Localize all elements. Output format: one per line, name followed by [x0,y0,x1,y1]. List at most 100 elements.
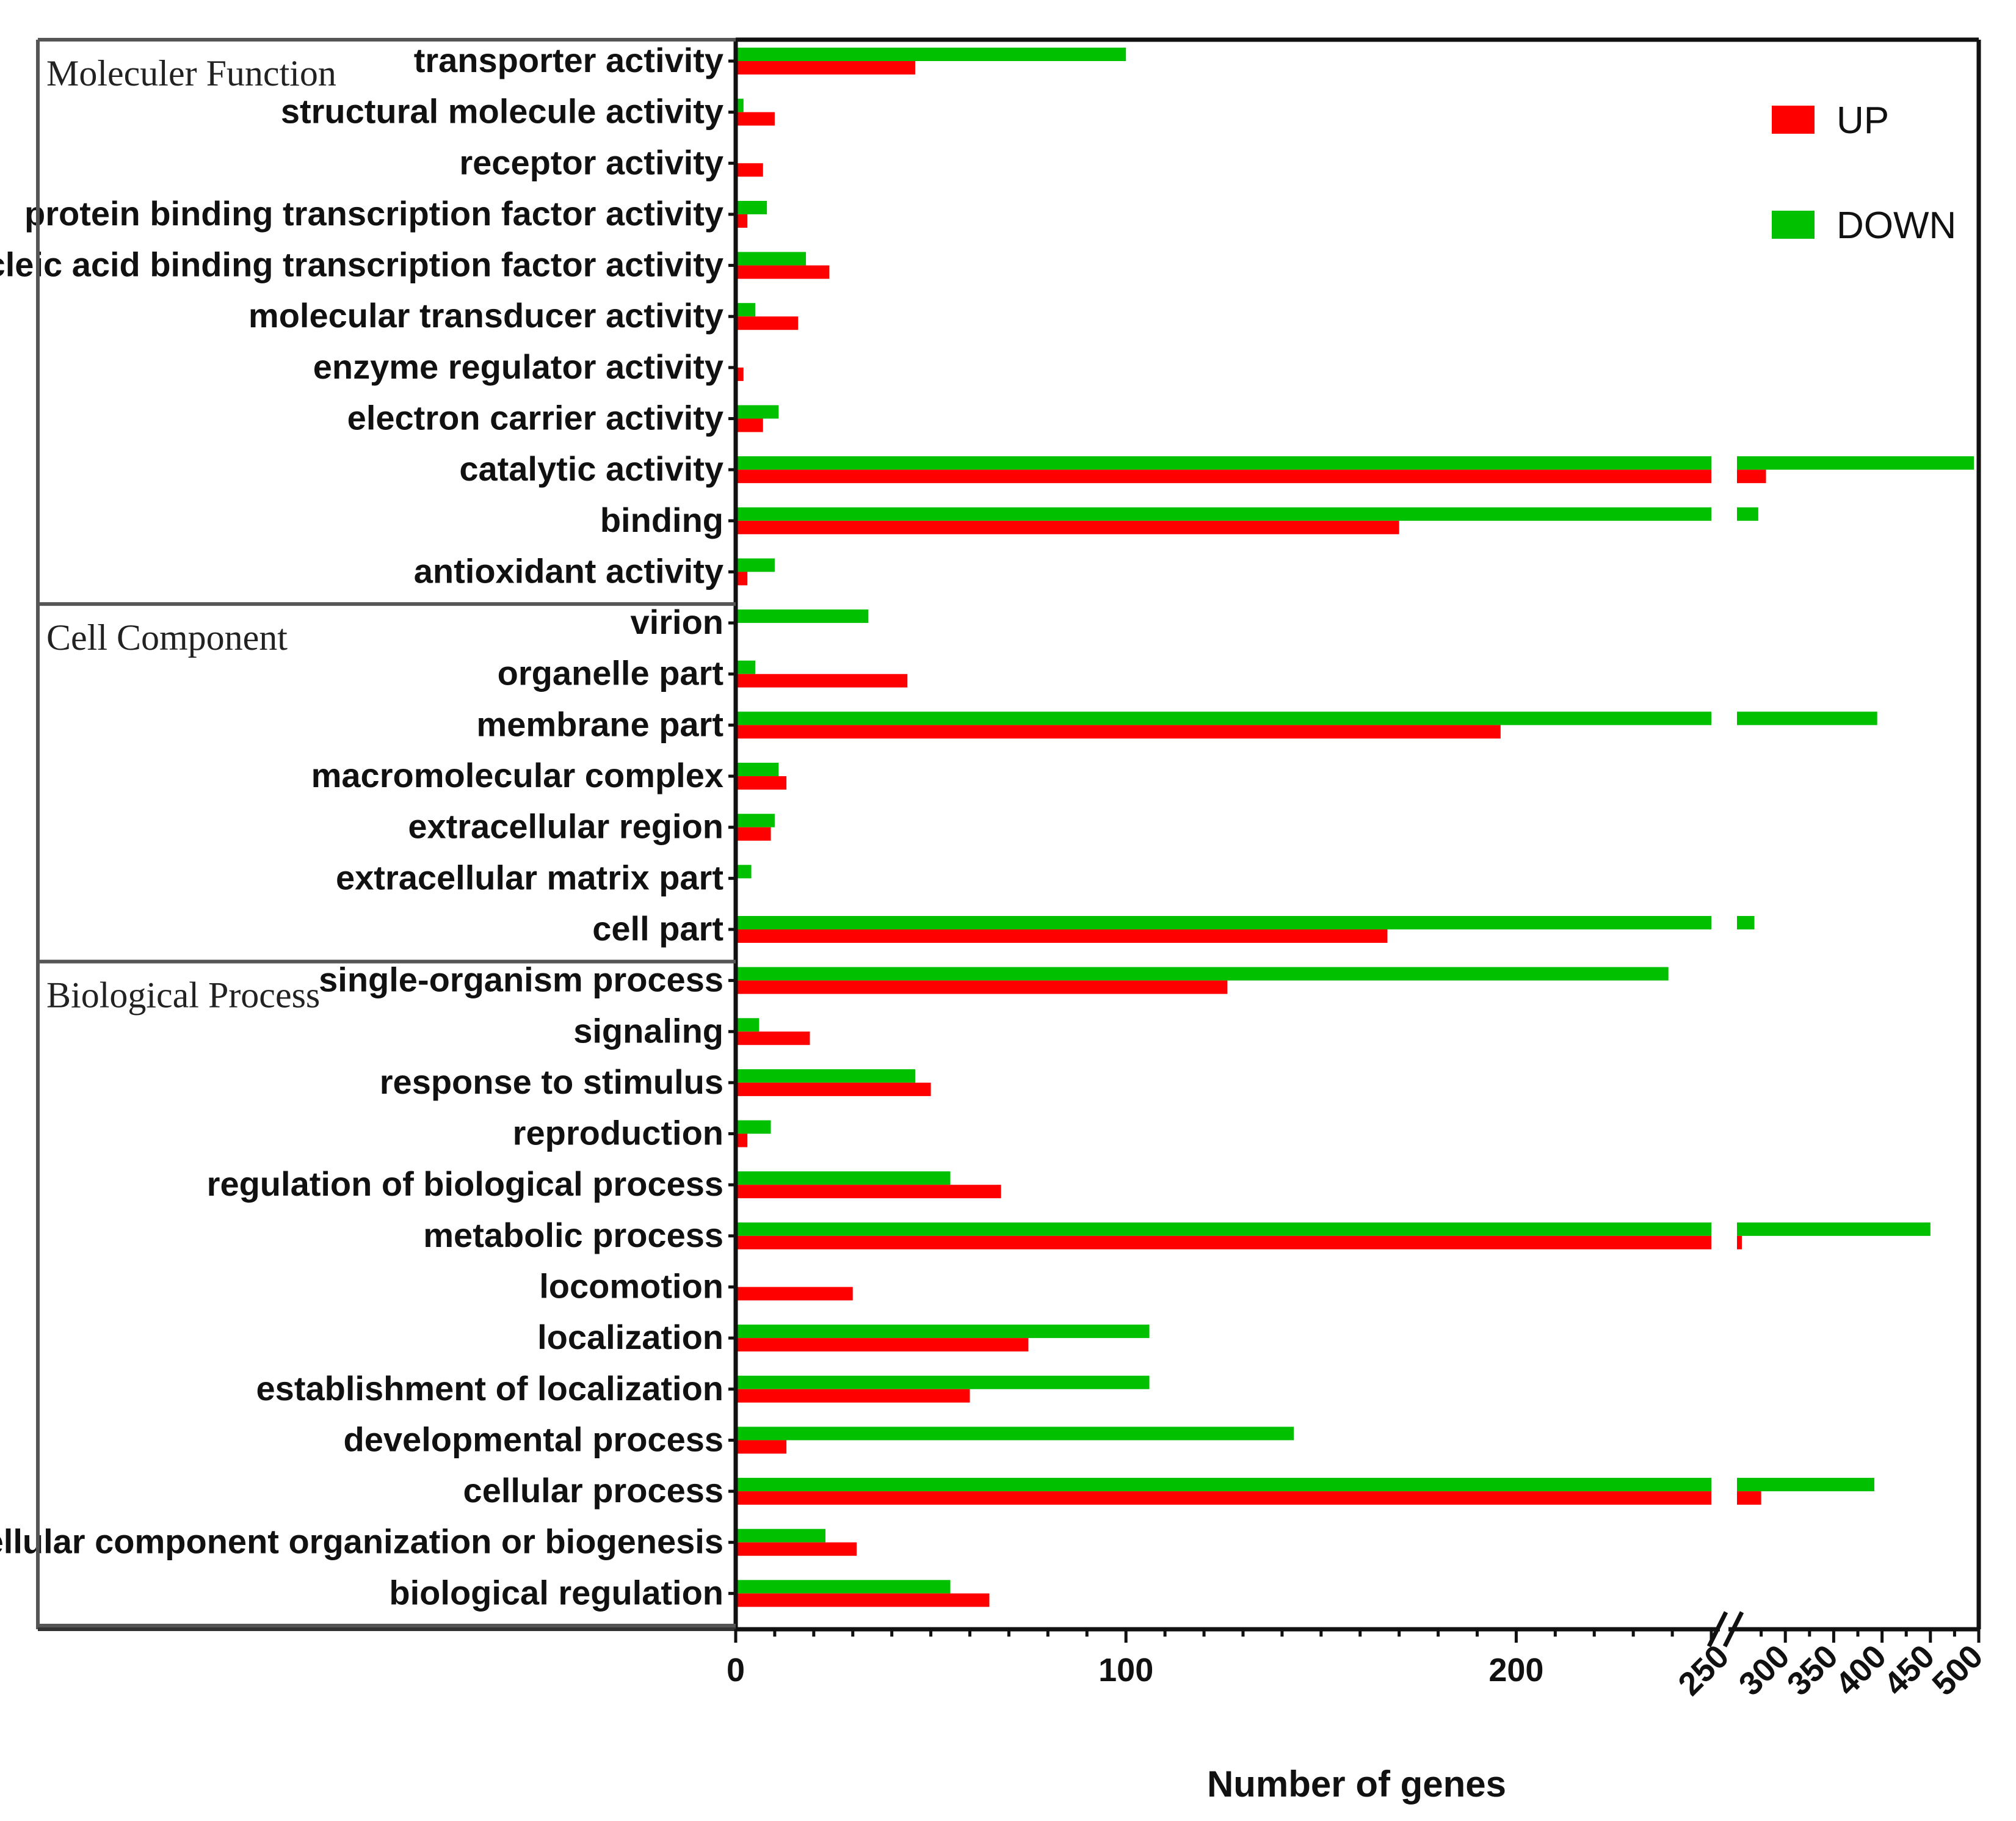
bar-down-15 [736,813,775,827]
category-label: regulation of biological process [207,1165,723,1203]
bar-down-7 [736,405,779,419]
bar-up-10 [736,572,748,586]
legend-swatch-up [1772,106,1815,134]
bar-up-24 [736,1287,853,1301]
category-label: catalytic activity [459,449,723,488]
bar-down-5 [736,303,755,317]
category-label: antioxidant activity [414,551,723,590]
bar-down-0 [736,48,1126,61]
category-label: developmental process [344,1420,723,1458]
category-label: signaling [573,1011,723,1050]
bar-up-2 [736,163,763,177]
bar-down-22 [736,1171,951,1185]
category-label: nucleic acid binding transcription facto… [0,245,723,284]
bars-layer [736,48,1974,1607]
group-label: Cell Component [46,617,288,658]
bar-down-30 [736,1580,951,1594]
category-label: molecular transducer activity [248,296,723,335]
bar-down-26 [736,1375,1150,1389]
bar-down-20 [736,1069,916,1083]
bar-up-7 [736,418,763,432]
bar-down-18 [736,967,1669,981]
bar-up-15 [736,827,771,841]
category-label: binding [600,501,723,539]
x-tick-label: 200 [1488,1652,1543,1688]
bar-down-8-upper [1737,456,1974,470]
bar-down-25 [736,1325,1150,1339]
bar-up-22 [736,1185,1001,1199]
x-tick-label: 0 [727,1652,745,1688]
axis-break-mark-2 [1722,1611,1744,1648]
category-label: membrane part [476,705,723,743]
bar-up-0 [736,61,916,75]
x-tick-label: 250 [1671,1638,1736,1703]
bar-down-17-upper [1737,915,1755,929]
category-label: enzyme regulator activity [313,347,723,386]
x-tick-label: 500 [1925,1638,1990,1703]
category-labels: transporter activity structural molecule … [0,41,736,1612]
bar-down-8 [736,456,1711,470]
group-sections: Moleculer Function Cell Component Biologic… [36,38,736,1629]
category-label: establishment of localization [256,1369,723,1408]
legend-label-up: UP [1837,100,1889,142]
category-label: cellular component organization or bioge… [0,1522,723,1561]
bar-down-28-upper [1737,1478,1874,1492]
bar-down-11 [736,609,869,623]
category-label: organelle part [498,654,723,692]
bar-down-9 [736,507,1711,521]
bar-up-9 [736,520,1399,534]
bar-down-14 [736,763,779,777]
bar-down-23-upper [1737,1222,1931,1236]
bar-up-13 [736,725,1501,739]
bar-down-9-upper [1737,507,1758,521]
bar-down-28 [736,1478,1711,1492]
category-label: extracellular region [408,807,723,846]
category-label: protein binding transcription factor act… [24,194,723,233]
category-label: locomotion [539,1267,723,1305]
category-label: single-organism process [319,961,723,999]
bar-down-12 [736,660,755,674]
category-label: biological regulation [389,1573,723,1612]
category-label: extracellular matrix part [336,858,723,896]
legend-swatch-down [1772,211,1815,239]
bar-up-18 [736,980,1228,994]
category-label: metabolic process [423,1216,723,1254]
x-axis-title: Number of genes [1207,1764,1506,1805]
bar-up-19 [736,1031,810,1045]
category-label: structural molecule activity [281,92,723,131]
category-label: cell part [592,909,723,948]
x-tick-label: 100 [1098,1652,1153,1688]
bar-up-8 [736,470,1711,484]
bar-up-3 [736,214,748,228]
category-label: reproduction [513,1114,723,1152]
bar-up-20 [736,1082,931,1096]
category-label: electron carrier activity [347,399,723,437]
bar-up-23 [736,1235,1711,1249]
bar-up-14 [736,776,787,790]
legend-label-down: DOWN [1837,205,1956,247]
category-label: receptor activity [459,143,723,181]
bar-down-29 [736,1528,826,1543]
bar-down-23 [736,1222,1711,1236]
bar-up-12 [736,674,908,688]
category-label: virion [631,603,723,641]
bar-down-19 [736,1018,760,1032]
bar-up-27 [736,1440,787,1454]
bar-up-5 [736,316,799,330]
group-label: Moleculer Function [46,53,336,93]
bar-down-4 [736,252,807,266]
bar-down-17 [736,915,1711,929]
bar-up-17 [736,929,1388,943]
bar-up-30 [736,1593,990,1607]
bar-up-1 [736,112,775,126]
category-label: localization [537,1318,723,1356]
legend: UP DOWN [1772,100,1956,247]
category-label: response to stimulus [380,1063,723,1101]
group-label: Biological Process [46,975,320,1016]
category-label: transporter activity [414,41,723,79]
bar-down-10 [736,558,775,572]
bar-down-13-upper [1737,711,1877,725]
bar-up-28 [736,1491,1711,1505]
plot-frame [733,37,1981,1629]
